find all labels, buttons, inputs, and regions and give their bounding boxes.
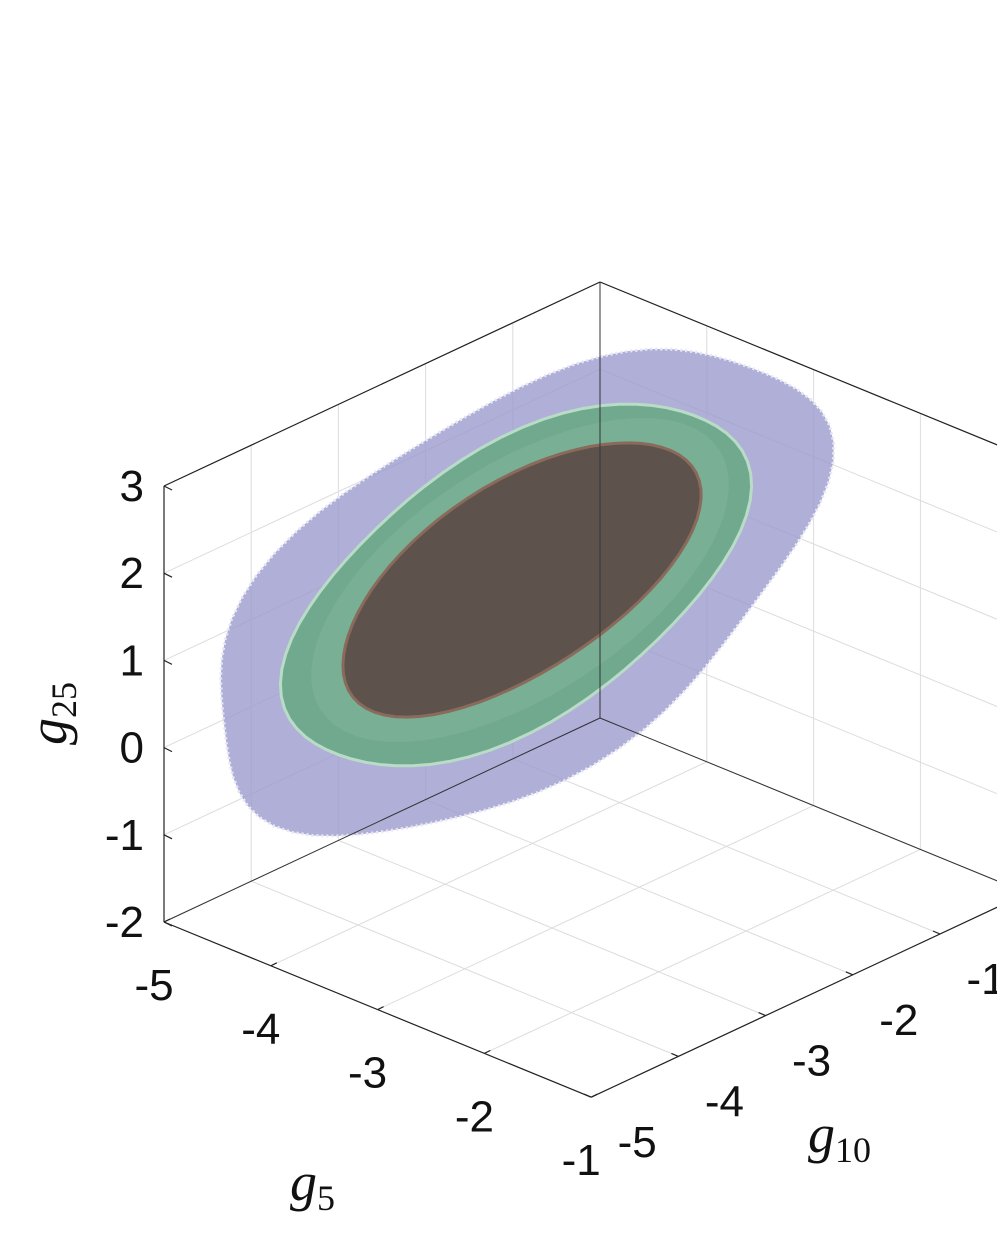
x-tick-mark bbox=[484, 1049, 491, 1054]
x-tick-label: -1 bbox=[562, 1136, 601, 1185]
y-tick-label: -4 bbox=[705, 1077, 744, 1126]
isosurface-inner bbox=[341, 441, 703, 719]
y-tick-label: -5 bbox=[618, 1118, 657, 1167]
y-tick-label: -3 bbox=[792, 1037, 831, 1086]
gridline bbox=[599, 717, 997, 882]
z-tick-mark bbox=[163, 921, 173, 927]
z-tick-mark bbox=[163, 747, 173, 753]
y-tick-mark bbox=[758, 1012, 766, 1017]
box-edge bbox=[599, 717, 997, 882]
gridline bbox=[270, 761, 708, 967]
z-tick-mark bbox=[163, 834, 173, 840]
box-edge bbox=[599, 281, 997, 446]
y-tick-mark bbox=[671, 1052, 679, 1057]
z-tick-mark bbox=[163, 659, 173, 665]
x-tick-mark bbox=[270, 962, 278, 967]
z-tick-mark bbox=[163, 485, 173, 491]
gridline bbox=[512, 758, 941, 935]
x-tick-mark bbox=[163, 918, 171, 923]
gridline bbox=[425, 799, 853, 976]
z-tick-label: -2 bbox=[105, 898, 144, 947]
gridline bbox=[338, 839, 766, 1017]
z-tick-label: 2 bbox=[120, 549, 144, 598]
x-tick-label: -4 bbox=[241, 1005, 280, 1054]
gridline bbox=[484, 848, 921, 1054]
gridline bbox=[377, 805, 814, 1011]
x-tick-mark bbox=[377, 1006, 384, 1011]
z-axis-label: g25 bbox=[18, 682, 84, 745]
z-tick-label: 1 bbox=[120, 636, 144, 685]
z-tick-mark bbox=[163, 572, 173, 578]
y-axis-line bbox=[590, 906, 997, 1098]
box-edge bbox=[163, 717, 601, 923]
y-tick-mark bbox=[583, 1093, 592, 1098]
box-edge bbox=[163, 281, 601, 487]
y-tick-label: -1 bbox=[966, 955, 997, 1004]
isosurface-outer-edge bbox=[219, 347, 836, 838]
y-tick-mark bbox=[932, 930, 941, 935]
z-tick-label: 3 bbox=[120, 462, 144, 511]
y-axis-label: g10 bbox=[808, 1104, 871, 1170]
y-tick-mark bbox=[845, 971, 854, 976]
x-axis-label: g5 bbox=[290, 1152, 335, 1218]
isosurface-layer bbox=[219, 347, 836, 838]
z-tick-label: 0 bbox=[120, 724, 144, 773]
gridline bbox=[251, 880, 679, 1057]
x-tick-label: -5 bbox=[134, 961, 173, 1010]
x-tick-label: -2 bbox=[455, 1092, 494, 1141]
z-tick-label: -1 bbox=[105, 811, 144, 860]
gridline bbox=[599, 717, 997, 882]
y-tick-label: -2 bbox=[879, 996, 918, 1045]
x-tick-label: -3 bbox=[348, 1049, 387, 1098]
x-tick-mark bbox=[590, 1093, 598, 1098]
